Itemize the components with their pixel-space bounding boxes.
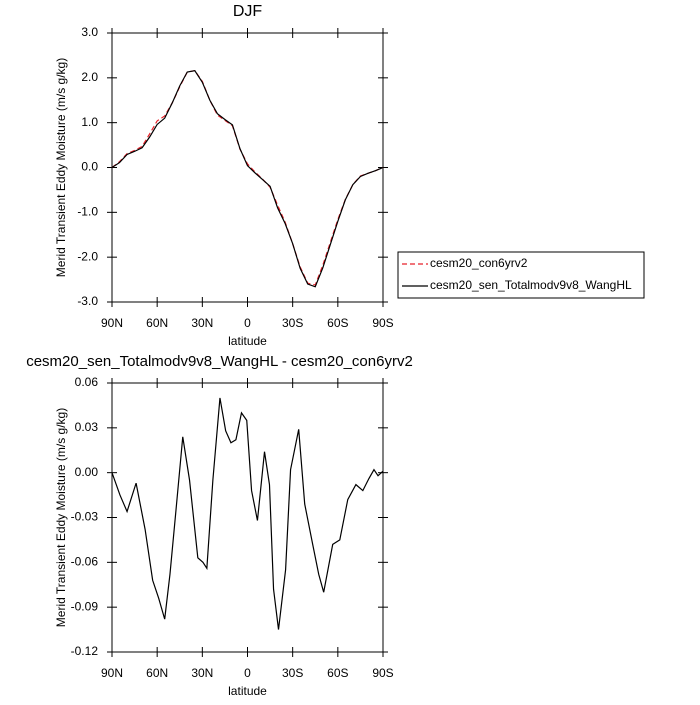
series-line <box>111 397 384 630</box>
y-tick-label: 2.0 <box>81 70 98 84</box>
x-axis-label: latitude <box>228 334 267 348</box>
x-tick-label: 90S <box>372 316 393 330</box>
x-tick-label: 0 <box>244 666 251 680</box>
y-tick-label: -0.03 <box>71 510 99 524</box>
x-axis-label: latitude <box>228 684 267 698</box>
legend-label: cesm20_sen_Totalmodv9v8_WangHL <box>430 278 632 292</box>
x-tick-label: 30S <box>282 666 303 680</box>
chart-title: DJF <box>233 3 263 20</box>
x-tick-label: 60S <box>327 666 348 680</box>
x-tick-label: 90N <box>101 666 123 680</box>
y-tick-label: -2.0 <box>77 249 98 263</box>
x-tick-label: 60N <box>146 316 168 330</box>
y-tick-label: -0.12 <box>71 644 99 658</box>
legend-box <box>397 251 645 299</box>
chart-title: cesm20_sen_Totalmodv9v8_WangHL - cesm20_… <box>26 353 413 370</box>
y-axis-label: Merid Transient Eddy Moisture (m/s g/kg) <box>54 408 68 627</box>
x-tick-label: 30S <box>282 316 303 330</box>
series-line <box>111 69 384 288</box>
y-tick-label: -1.0 <box>77 205 98 219</box>
x-tick-label: 60S <box>327 316 348 330</box>
y-tick-label: -0.06 <box>71 555 99 569</box>
y-tick-label: 0.0 <box>81 160 98 174</box>
y-tick-label: -0.09 <box>71 599 99 613</box>
x-tick-label: 0 <box>244 316 251 330</box>
x-tick-label: 30N <box>191 316 213 330</box>
legend-label: cesm20_con6yrv2 <box>430 256 528 270</box>
x-tick-label: 90N <box>101 316 123 330</box>
series-line <box>111 70 384 286</box>
y-tick-label: 0.00 <box>75 465 99 479</box>
y-tick-label: 0.03 <box>75 420 99 434</box>
y-axis-label: Merid Transient Eddy Moisture (m/s g/kg) <box>54 58 68 277</box>
y-tick-label: 3.0 <box>81 25 98 39</box>
x-tick-label: 60N <box>146 666 168 680</box>
x-tick-label: 30N <box>191 666 213 680</box>
x-tick-label: 90S <box>372 666 393 680</box>
y-tick-label: 1.0 <box>81 115 98 129</box>
plot-frame <box>111 32 384 303</box>
y-tick-label: 0.06 <box>75 375 99 389</box>
y-tick-label: -3.0 <box>77 294 98 308</box>
